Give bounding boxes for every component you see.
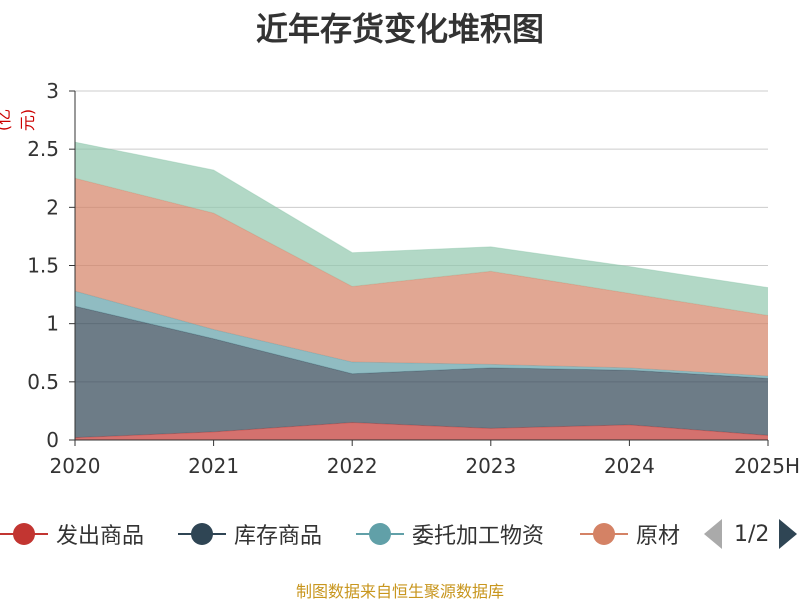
legend-label: 委托加工物资: [412, 524, 545, 549]
y-tick-label: 0.5: [27, 370, 59, 394]
area-series-3: [75, 178, 768, 377]
x-tick-label: 2024: [604, 454, 655, 478]
legend-marker-icon: [580, 512, 628, 556]
area-series-2: [75, 291, 768, 379]
legend-marker-icon: [178, 512, 226, 556]
legend-label: 库存商品: [234, 524, 323, 549]
legend-marker-icon: [356, 512, 404, 556]
area-series-0: [75, 422, 768, 440]
x-tick-label: 2020: [50, 454, 101, 478]
legend-item-yuancai[interactable]: 原材: [580, 512, 680, 556]
legend-label: 发出商品: [56, 524, 145, 549]
x-tick-label: 2025H: [734, 454, 800, 478]
legend-item-kucun[interactable]: 库存商品: [178, 512, 322, 556]
area-series-line-4: [74, 141, 769, 289]
area-series-line-0: [74, 422, 769, 439]
y-tick-label: 3: [46, 79, 59, 103]
y-tick-label: 2.5: [27, 137, 59, 161]
area-series-4: [75, 142, 768, 316]
legend: 发出商品 库存商品 委托加工物资 原材 1/2: [0, 512, 800, 556]
legend-pager: 1/2: [700, 512, 800, 556]
x-tick-label: 2023: [465, 454, 516, 478]
legend-page-indicator: 1/2: [734, 521, 770, 547]
data-source-note: 制图数据来自恒生聚源数据库: [295, 582, 504, 601]
x-tick-label: 2022: [327, 454, 378, 478]
y-tick-label: 1.5: [27, 254, 59, 278]
x-tick-label: 2021: [188, 454, 239, 478]
legend-item-weituo[interactable]: 委托加工物资: [356, 512, 544, 556]
y-tick-label: 0: [46, 428, 59, 452]
y-tick-label: 1: [46, 312, 59, 336]
legend-item-fachu[interactable]: 发出商品: [0, 512, 144, 556]
legend-prev-page-icon[interactable]: [704, 519, 722, 549]
legend-items: 发出商品 库存商品 委托加工物资 原材: [0, 512, 690, 556]
legend-marker-icon: [0, 512, 48, 556]
y-axis-unit-label: (亿元): [0, 108, 37, 132]
chart-title: 近年存货变化堆积图: [255, 10, 544, 48]
area-series-1: [75, 306, 768, 438]
legend-next-page-icon[interactable]: [779, 519, 798, 549]
legend-label: 原材: [636, 524, 681, 549]
y-tick-label: 2: [46, 195, 59, 219]
